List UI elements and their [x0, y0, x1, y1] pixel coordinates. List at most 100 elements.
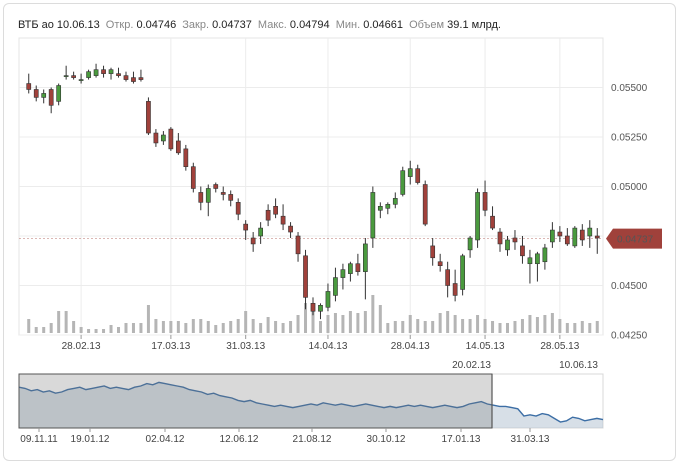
candle-body [587, 227, 593, 237]
candle-body [228, 194, 234, 201]
volume-bar [468, 319, 472, 333]
volume-bar [580, 321, 584, 333]
volume-bar [139, 323, 143, 333]
candle-body [467, 237, 473, 251]
price-tag-value: 0.04737 [617, 235, 654, 246]
volume-bar [491, 321, 495, 333]
volume-bar [191, 319, 195, 333]
candle-body [258, 227, 263, 237]
quote-date: 10.06.13 [56, 19, 100, 31]
candle-body [482, 192, 488, 211]
candle-body [168, 128, 174, 150]
volume-bar [229, 321, 233, 333]
volume-bar [573, 323, 577, 333]
volume-bar [244, 311, 248, 333]
volume-bar [311, 311, 315, 333]
candle-body [564, 235, 570, 245]
candle-body [512, 237, 518, 243]
x-axis: 28.02.13 17.03.13 31.03.13 14.04.13 28.04.13… [62, 335, 580, 352]
navigator-area [19, 382, 603, 428]
low-value: 0.04661 [363, 19, 403, 31]
navigator-tick-label: 19.01.12 [71, 434, 110, 445]
low-label: Мин. [335, 19, 361, 31]
volume-bar [281, 323, 285, 333]
candle-body [41, 93, 47, 98]
volume-bar [565, 323, 569, 333]
candle-body [161, 134, 166, 142]
high-value: 0.04794 [289, 19, 330, 31]
volume-bar [476, 315, 480, 333]
volume-bar [289, 321, 293, 333]
volume-bar [146, 305, 150, 333]
candle-body [318, 304, 323, 312]
candle-body [392, 198, 398, 205]
candle-body [123, 75, 129, 80]
volume-bar [274, 321, 278, 333]
candle-body [86, 71, 91, 78]
volume-bar [520, 319, 524, 333]
range-start-label: 20.02.13 [452, 360, 491, 371]
candle-body [198, 192, 204, 203]
x-tick-label: 28.02.13 [62, 341, 101, 352]
volume-bar [550, 313, 554, 333]
candle-body [116, 73, 121, 76]
ticker-name: ВТБ ао [18, 19, 54, 31]
volume-bar [453, 315, 457, 333]
volume-bar [27, 319, 31, 333]
candle-body [243, 223, 249, 231]
volume-bar [131, 323, 135, 333]
candle-body [550, 229, 555, 243]
volume-bar [408, 315, 412, 333]
candle-body [355, 263, 361, 272]
volume-bar [87, 329, 91, 333]
candle-body [430, 245, 436, 259]
x-tick-label: 14.05.13 [466, 341, 505, 352]
quote-header: ВТБ ао 10.06.13 Откр. 0.04746 Закр. 0.04… [18, 19, 501, 31]
candle-body [288, 225, 293, 233]
volume-bar [318, 321, 322, 333]
volume-bar [64, 311, 68, 333]
y-tick-label: 0.05500 [611, 83, 648, 94]
y-tick-label: 0.05000 [611, 182, 648, 193]
volume-bar [401, 321, 405, 333]
candle-body [520, 245, 525, 257]
y-tick-label: 0.04500 [611, 281, 648, 292]
candle-body [183, 148, 189, 168]
current-price-tag: 0.04737 [606, 228, 662, 249]
volume-bar [378, 305, 382, 333]
candle-body [460, 255, 465, 290]
volume-bar [416, 319, 420, 333]
candle-body [213, 184, 219, 189]
volume-bar [595, 321, 599, 333]
volume-bar [176, 321, 180, 333]
candle-body [93, 69, 99, 76]
candle-body [235, 202, 241, 215]
navigator[interactable] [18, 373, 604, 429]
volume-bar [543, 315, 547, 333]
volume-bar [184, 323, 188, 333]
candle-body [415, 168, 421, 183]
volume-bar [356, 313, 360, 333]
volume-bar [251, 319, 255, 333]
volume-bar [333, 313, 337, 333]
volume-bar [236, 319, 240, 333]
volume-bar [161, 321, 165, 333]
candle-body [71, 75, 76, 78]
range-end-label: 10.06.13 [559, 360, 598, 371]
volume-bar [498, 323, 502, 333]
volume-bar [558, 319, 562, 333]
candle-body [138, 77, 144, 80]
x-tick-label: 17.03.13 [151, 341, 190, 352]
price-tag-shape [606, 228, 662, 249]
volume-bar [296, 315, 300, 333]
volume-bar [169, 321, 173, 333]
candle-body [437, 261, 443, 266]
navigator-mask [18, 373, 493, 429]
volume-value: 39.1 млрд. [447, 19, 501, 31]
candle-body [108, 69, 114, 74]
candle-body [505, 239, 510, 251]
candle-body [445, 269, 451, 286]
candle-body [579, 229, 585, 241]
candle-body [153, 132, 159, 144]
